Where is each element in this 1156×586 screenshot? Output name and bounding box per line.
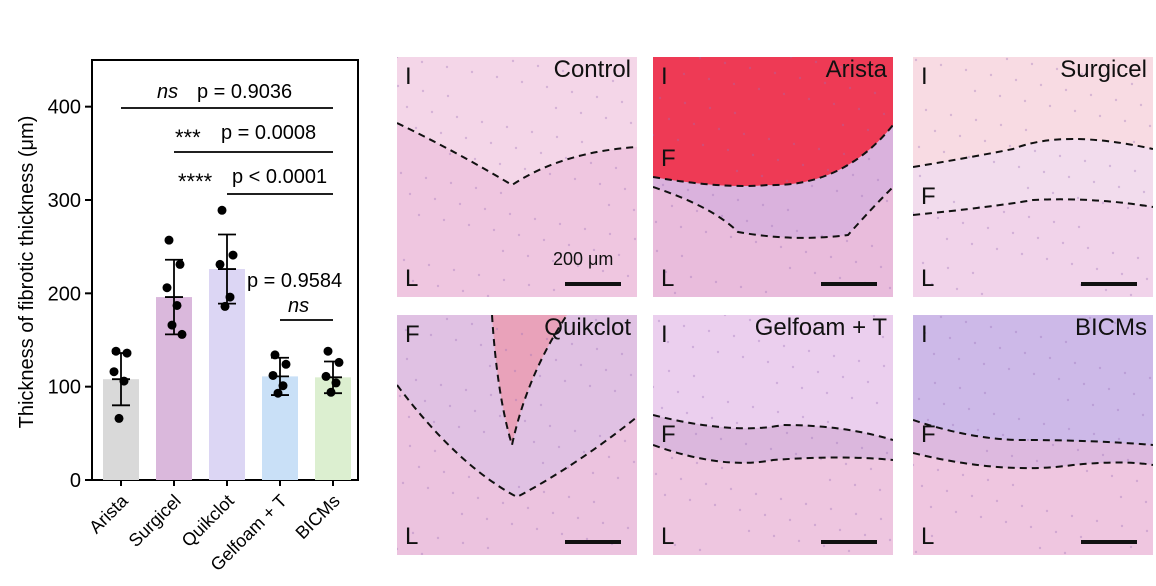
region-label-top: I <box>661 63 668 90</box>
region-label-top: I <box>661 321 668 348</box>
y-axis-label: Thickness of fibrotic thickness (μm) <box>16 116 38 429</box>
scale-bar <box>565 282 621 286</box>
data-point <box>175 259 185 269</box>
region-label-mid: F <box>661 421 676 448</box>
panel-title: Gelfoam + T <box>754 315 887 341</box>
data-point <box>164 235 174 245</box>
scale-bar <box>1081 540 1137 544</box>
histology-panel: Quikclot F L <box>397 315 637 555</box>
y-tick-label: 300 <box>48 190 81 212</box>
bar-chart: Thickness of fibrotic thickness (μm) 0 10… <box>16 59 359 575</box>
data-point <box>334 357 344 367</box>
data-point <box>323 346 333 356</box>
region-label-top: F <box>405 321 420 348</box>
data-point <box>119 376 129 386</box>
histology-image <box>397 315 637 555</box>
histology-panel: Gelfoam + T I F L <box>653 315 893 555</box>
region-label-bottom: L <box>661 523 675 550</box>
data-point <box>217 205 227 215</box>
y-tick-label: 100 <box>48 377 81 399</box>
histology-image <box>653 315 893 555</box>
data-point <box>111 346 121 356</box>
y-tick-label: 0 <box>70 470 81 492</box>
x-tick-label: BICMs <box>292 491 344 543</box>
data-point <box>278 381 288 391</box>
data-point <box>268 370 278 380</box>
region-label-bottom: L <box>405 265 419 292</box>
panel-title: BICMs <box>1075 315 1147 341</box>
y-tick-label: 200 <box>48 283 81 305</box>
histology-panel: Control I L 200 μm <box>397 57 637 297</box>
data-point <box>109 367 119 377</box>
data-point <box>326 387 336 397</box>
data-point <box>273 388 283 398</box>
x-tick-label: Arista <box>85 490 132 537</box>
p-value-label: p < 0.0001 <box>232 166 327 188</box>
data-point <box>228 250 238 260</box>
data-point <box>122 348 132 358</box>
histology-panel: BICMs I F L <box>913 315 1153 555</box>
histology-image <box>913 57 1153 297</box>
scale-bar <box>821 282 877 286</box>
data-point <box>321 371 331 381</box>
panel-title: Surgicel <box>1060 57 1147 83</box>
region-label-bottom: L <box>661 265 675 292</box>
y-tick-label: 400 <box>48 97 81 119</box>
p-value-label: p = 0.9036 <box>197 81 292 103</box>
data-point <box>281 359 291 369</box>
histology-image <box>913 315 1153 555</box>
histology-panel: Surgicel I F L <box>913 57 1153 297</box>
significance-mark: **** <box>178 169 213 194</box>
region-label-bottom: L <box>921 265 935 292</box>
data-point <box>215 259 225 269</box>
region-label-bottom: L <box>921 523 935 550</box>
x-tick-label: Surgicel <box>125 491 185 551</box>
panel-title: Control <box>553 57 631 83</box>
panel-title: Quikclot <box>544 315 631 341</box>
data-point <box>172 300 182 310</box>
data-point <box>225 292 235 302</box>
scale-bar <box>821 540 877 544</box>
region-label-mid: F <box>921 421 936 448</box>
significance-mark: ns <box>288 295 309 317</box>
histology-image <box>397 57 637 297</box>
region-label-top: I <box>921 63 928 90</box>
p-value-label: p = 0.9584 <box>247 270 342 292</box>
data-point <box>162 283 172 293</box>
region-label-top: I <box>921 321 928 348</box>
region-label-top: I <box>405 63 412 90</box>
scale-bar-label: 200 μm <box>553 249 614 269</box>
histology-panel: Arista I F L <box>653 57 893 297</box>
region-label-mid: F <box>661 145 676 172</box>
p-value-label: p = 0.0008 <box>221 122 316 144</box>
data-point <box>114 413 124 423</box>
data-point <box>167 320 177 330</box>
panel-title: Arista <box>825 57 887 83</box>
data-point <box>270 350 280 360</box>
data-point <box>220 301 230 311</box>
region-label-bottom: L <box>405 523 419 550</box>
histology-image <box>653 57 893 297</box>
data-point <box>331 378 341 388</box>
region-label-mid: F <box>921 183 936 210</box>
data-point <box>177 329 187 339</box>
significance-mark: *** <box>175 125 201 150</box>
scale-bar <box>1081 282 1137 286</box>
significance-mark: ns <box>157 81 178 103</box>
scale-bar <box>565 540 621 544</box>
